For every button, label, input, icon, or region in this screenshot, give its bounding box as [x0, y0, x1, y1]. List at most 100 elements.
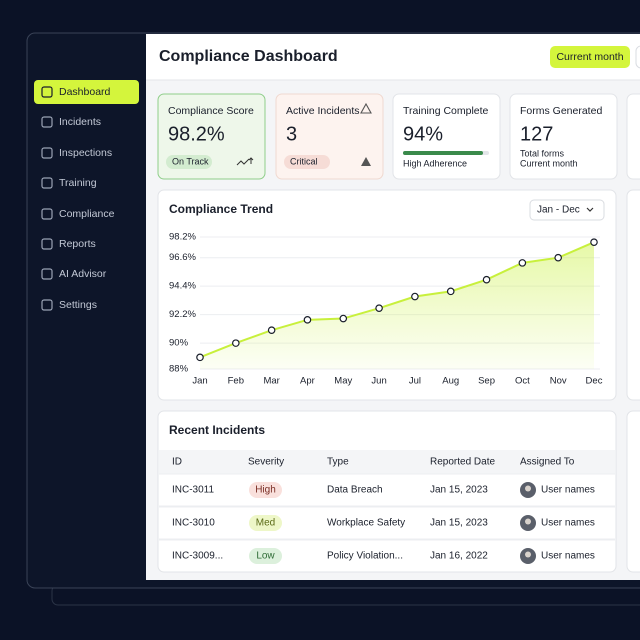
- x-tick-label: Apr: [300, 376, 315, 387]
- warning-icon-solid: [361, 157, 371, 166]
- page-title: Compliance Dashboard: [159, 48, 338, 65]
- nav-item[interactable]: Incidents: [59, 116, 101, 128]
- column-header: Severity: [248, 457, 284, 468]
- table-cell: INC-3009...: [172, 551, 223, 562]
- x-tick-label: Jan: [192, 376, 207, 387]
- trend-point: [375, 304, 383, 312]
- y-tick-label: 92.2%: [169, 309, 196, 320]
- kpi-card: [509, 93, 618, 180]
- table-cell: Workplace Safety: [327, 518, 405, 529]
- table-title: Recent Incidents: [169, 423, 265, 437]
- nav-icon: [41, 299, 53, 311]
- trend-point: [446, 287, 455, 296]
- nav-item[interactable]: Reports: [59, 238, 96, 250]
- nav-icon: [41, 208, 53, 220]
- kpi-badge: [166, 155, 212, 169]
- y-tick-label: 96.6%: [169, 252, 196, 263]
- kpi-note: Total forms: [520, 148, 565, 158]
- kpi-title: Compliance Score: [168, 105, 254, 117]
- trend-point: [554, 253, 562, 262]
- y-tick-label: 90%: [169, 338, 189, 349]
- kpi-card: [392, 93, 501, 180]
- progress-fill: [403, 151, 483, 155]
- period-button[interactable]: [550, 46, 630, 68]
- trend-area: [200, 242, 594, 369]
- partial-card: [626, 93, 640, 180]
- severity-label: Med: [256, 518, 275, 529]
- trend-point: [518, 259, 527, 267]
- table-cell: Jan 15, 2023: [430, 485, 488, 496]
- trend-point: [411, 292, 419, 301]
- assignee: User names: [541, 551, 595, 562]
- kpi-title: Training Complete: [403, 105, 489, 117]
- nav-item[interactable]: Inspections: [59, 147, 112, 159]
- table-cell: Policy Violation...: [327, 551, 403, 562]
- severity-label: Low: [256, 551, 275, 562]
- severity-label: High: [255, 485, 276, 496]
- nav-item[interactable]: Compliance: [59, 208, 115, 220]
- column-header: Assigned To: [520, 457, 575, 468]
- trend-point: [267, 326, 276, 334]
- nav-icon: [41, 86, 53, 98]
- trend-point: [590, 238, 598, 246]
- range-dropdown[interactable]: [529, 199, 605, 221]
- column-header: ID: [172, 457, 182, 468]
- kpi-title: Active Incidents: [286, 105, 360, 117]
- dropdown-chevron: [586, 207, 594, 212]
- table-cell: Data Breach: [327, 485, 383, 496]
- nav-active-bg[interactable]: [34, 80, 139, 104]
- x-tick-label: Oct: [515, 376, 530, 387]
- nav-icon: [41, 177, 53, 189]
- x-tick-label: Mar: [263, 376, 279, 387]
- kpi-badge-label: Critical: [290, 156, 318, 166]
- severity-badge: [249, 548, 282, 564]
- nav-icon: [41, 238, 53, 250]
- kpi-value: 3: [286, 123, 297, 145]
- kpi-value: 127: [520, 123, 553, 145]
- trend-point: [196, 353, 204, 362]
- trend-point: [303, 316, 312, 324]
- y-tick-label: 94.4%: [169, 281, 196, 292]
- partial-card: [626, 410, 640, 573]
- x-tick-label: Aug: [442, 376, 459, 387]
- table-cell: INC-3010: [172, 518, 215, 529]
- nav-item[interactable]: Training: [59, 177, 97, 189]
- trend-line: [199, 241, 595, 359]
- trend-icon: [236, 157, 254, 166]
- kpi-title: Forms Generated: [520, 105, 602, 117]
- x-tick-label: Dec: [586, 376, 603, 387]
- nav-item[interactable]: Dashboard: [59, 86, 111, 98]
- table-cell: INC-3011: [172, 485, 214, 496]
- trend-point: [339, 314, 348, 323]
- nav-icon: [41, 147, 53, 159]
- x-tick-label: Sep: [478, 376, 495, 387]
- nav-item[interactable]: AI Advisor: [59, 268, 107, 280]
- kpi-value: 94%: [403, 123, 443, 145]
- period-button-label[interactable]: Current month: [556, 51, 623, 63]
- y-tick-label: 98.2%: [169, 232, 196, 243]
- x-tick-label: Feb: [228, 376, 244, 387]
- nav-item[interactable]: Settings: [59, 299, 97, 311]
- x-tick-label: May: [334, 376, 352, 387]
- avatar-face: [525, 485, 531, 492]
- chart-title: Compliance Trend: [169, 202, 273, 216]
- table-header-bg: [159, 450, 615, 474]
- warning-icon: [360, 102, 372, 114]
- severity-badge: [249, 482, 282, 498]
- kpi-note: Current month: [520, 158, 578, 168]
- column-header: Type: [327, 457, 349, 468]
- assignee: User names: [541, 485, 595, 496]
- kpi-value: 98.2%: [168, 123, 225, 145]
- nav-icon: [41, 268, 53, 280]
- table-cell: Jan 15, 2023: [430, 518, 488, 529]
- kpi-badge: [284, 155, 330, 169]
- partial-card: [626, 189, 640, 401]
- y-tick-label: 88%: [169, 364, 189, 375]
- severity-badge: [249, 515, 282, 531]
- x-tick-label: Jun: [371, 376, 386, 387]
- range-dropdown-label[interactable]: Jan - Dec: [537, 205, 580, 216]
- kpi-note: High Adherence: [403, 158, 467, 168]
- avatar-face: [525, 551, 531, 558]
- extra-button[interactable]: [635, 45, 640, 69]
